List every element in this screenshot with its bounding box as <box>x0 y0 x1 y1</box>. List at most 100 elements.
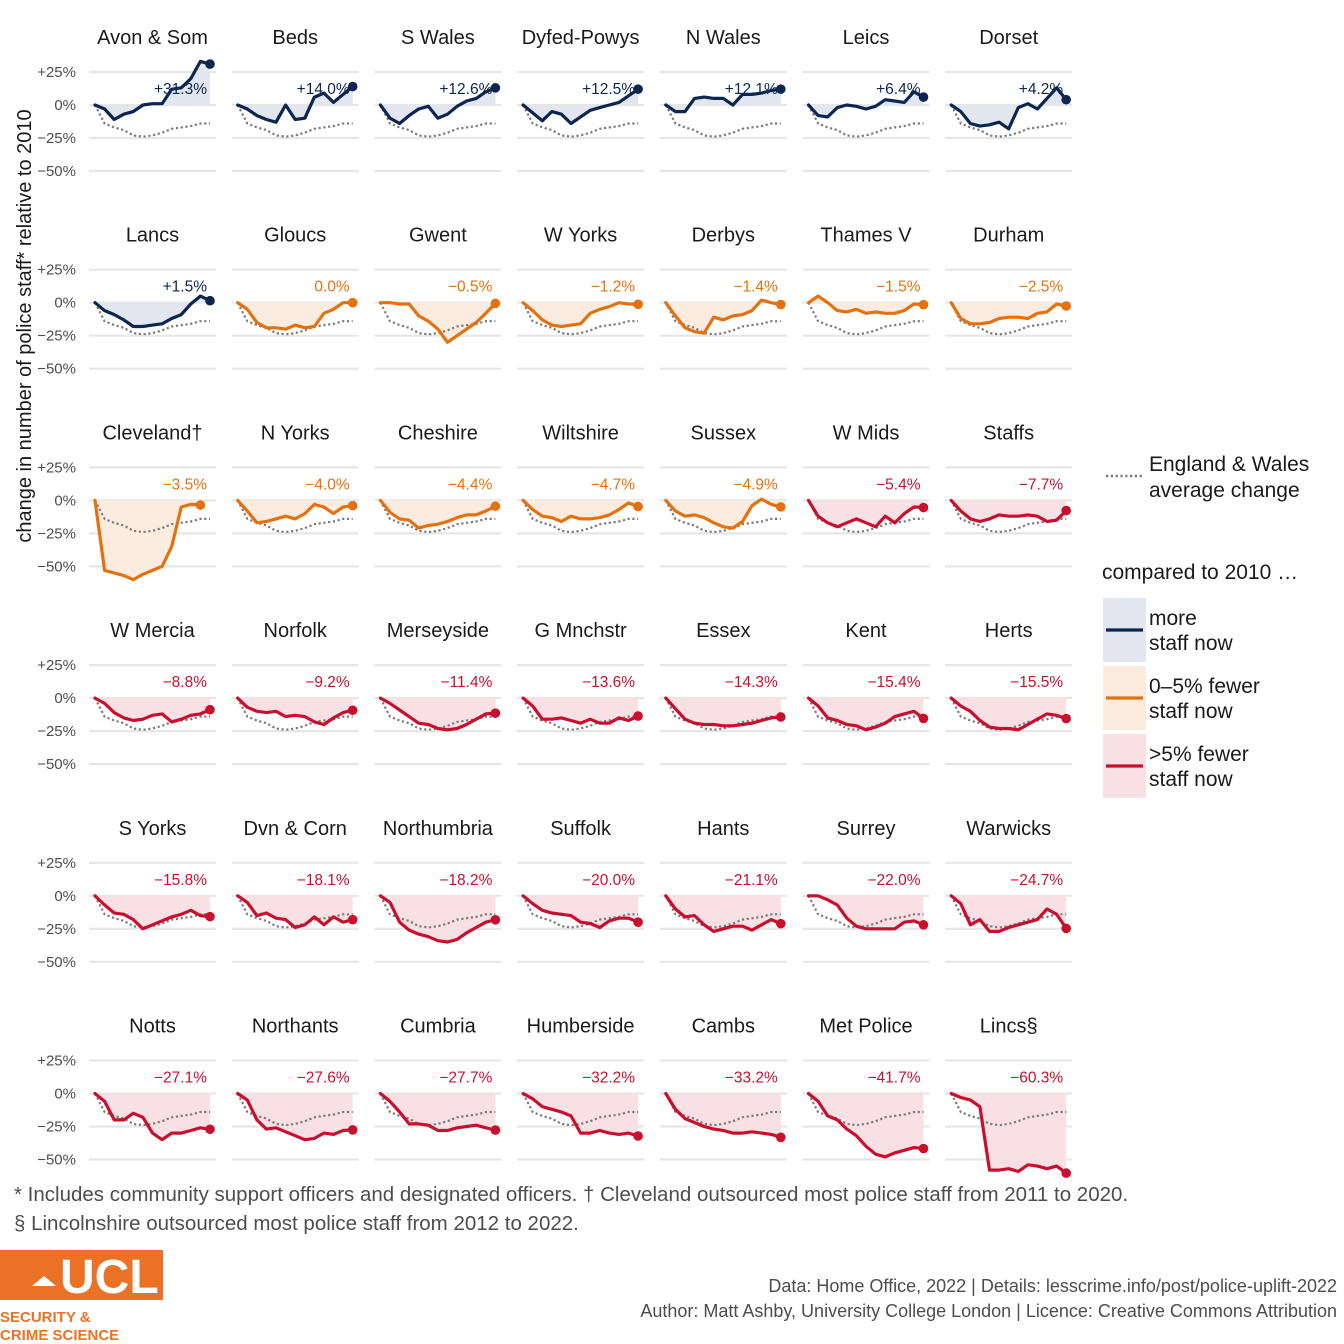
source-line-2: Author: Matt Ashby, University College L… <box>640 1301 1337 1321</box>
value-label: −4.0% <box>305 476 350 493</box>
area-fill <box>380 500 496 529</box>
series-line <box>949 86 1068 131</box>
reference-line <box>379 499 496 534</box>
end-point <box>918 92 929 102</box>
series-line <box>93 498 202 582</box>
area-fill <box>808 895 924 929</box>
panel-avon-som: +25% 0% −25% −50% Avon & Som +31.3% <box>37 27 216 180</box>
y-tick-label: −50% <box>37 954 76 971</box>
end-point <box>347 1125 358 1135</box>
panel-essex: Essex −14.3% <box>659 620 787 766</box>
legend-label-over_five: >5% fewer <box>1149 743 1249 766</box>
logo-wordmark: UCL <box>60 1251 159 1304</box>
end-point <box>918 713 929 724</box>
value-label: −13.6% <box>582 674 635 691</box>
panel-sussex: Sussex −4.9% <box>659 422 787 568</box>
panel-title: N Yorks <box>261 422 330 444</box>
footnote-line-1: * Includes community support officers an… <box>14 1183 1128 1206</box>
panel-lincs: Lincs§ −60.3% <box>945 1016 1073 1178</box>
value-label: −4.7% <box>591 476 636 493</box>
value-label: −24.7% <box>1010 872 1063 889</box>
series-line <box>93 894 212 931</box>
panel-staffs: Staffs −7.7% <box>945 422 1073 568</box>
reference-line <box>807 895 924 929</box>
y-tick-label: −50% <box>37 1152 76 1169</box>
value-label: −22.0% <box>867 872 920 889</box>
y-tick-label: 0% <box>54 295 76 312</box>
footnote-line-2: § Lincolnshire outsourced most police st… <box>14 1212 579 1235</box>
area-fill <box>380 895 496 942</box>
end-point <box>1061 505 1071 516</box>
panel-title: Beds <box>272 27 318 49</box>
end-point <box>1061 1168 1071 1178</box>
panel-kent: Kent −15.4% <box>802 620 930 766</box>
reference-line <box>236 499 353 534</box>
value-label: −2.5% <box>1019 279 1064 296</box>
reference-line <box>379 104 496 138</box>
panel-title: Wiltshire <box>542 422 619 444</box>
area-fill <box>808 698 924 730</box>
y-tick-label: +25% <box>37 1053 76 1070</box>
value-label: −20.0% <box>582 872 635 889</box>
area-fill <box>237 895 353 928</box>
panel-title: Dorset <box>979 27 1038 49</box>
value-label: −27.7% <box>439 1070 492 1087</box>
panel-leics: Leics +6.4% <box>802 27 930 173</box>
panel-title: Northumbria <box>383 818 494 840</box>
panel-title: W Mids <box>833 422 900 444</box>
series-line <box>521 87 640 126</box>
reference-line <box>807 697 924 731</box>
value-label: −4.4% <box>448 476 493 493</box>
panel-title: Leics <box>843 27 890 49</box>
reference-line <box>94 1092 210 1127</box>
series-line <box>378 498 497 530</box>
panel-title: Durham <box>973 225 1044 247</box>
end-point <box>1061 713 1071 724</box>
panel-derbys: Derbys −1.4% <box>659 225 787 370</box>
end-point <box>918 502 929 513</box>
panel-title: Lancs <box>126 225 179 247</box>
panel-notts: +25% 0% −25% −50% Notts −27.1% <box>37 1016 216 1169</box>
panel-herts: Herts −15.5% <box>945 620 1073 766</box>
series-line <box>521 301 640 329</box>
panel-w-mids: W Mids −5.4% <box>802 422 930 568</box>
reference-line <box>94 302 210 336</box>
end-point <box>776 299 786 310</box>
series-line <box>93 1091 212 1142</box>
series-line <box>806 894 926 931</box>
value-label: −4.9% <box>733 476 778 493</box>
series-line <box>236 498 355 525</box>
series-line <box>236 894 355 930</box>
reference-line <box>379 895 496 929</box>
reference-line <box>522 104 639 138</box>
panel-met-police: Met Police −41.7% <box>802 1016 930 1161</box>
reference-line <box>950 302 1067 336</box>
series-line <box>806 90 926 119</box>
legend-label-over_five: staff now <box>1149 768 1233 791</box>
logo-subtitle-1: SECURITY & <box>0 1309 91 1326</box>
end-point <box>195 500 206 510</box>
end-point <box>633 1131 643 1141</box>
value-label: +14.0% <box>297 81 350 98</box>
y-tick-label: 0% <box>54 492 76 509</box>
value-label: −0.5% <box>448 279 493 296</box>
reference-line <box>664 104 781 138</box>
reference-line <box>950 697 1067 731</box>
panel-grid: +25% 0% −25% −50% Avon & Som +31.3% Beds +14.0%… <box>37 27 1073 1178</box>
area-fill <box>523 89 639 124</box>
panel-title: Northants <box>252 1016 339 1038</box>
legend-reference-label: average change <box>1149 479 1300 502</box>
panel-title: Norfolk <box>264 620 328 642</box>
panel-dvn-corn: Dvn & Corn −18.1% <box>231 818 359 963</box>
reference-line <box>807 104 924 138</box>
end-point <box>633 84 643 94</box>
reference-line <box>664 499 781 534</box>
series-line <box>236 84 355 124</box>
panel-warwicks: Warwicks −24.7% <box>945 818 1073 963</box>
panel-title: Staffs <box>983 422 1034 444</box>
end-point <box>205 911 215 922</box>
panel-lancs: +25% 0% −25% −50% Lancs +1.5% <box>37 225 216 378</box>
area-fill <box>237 86 353 123</box>
value-label: 0.0% <box>314 279 350 296</box>
end-point <box>776 84 786 94</box>
